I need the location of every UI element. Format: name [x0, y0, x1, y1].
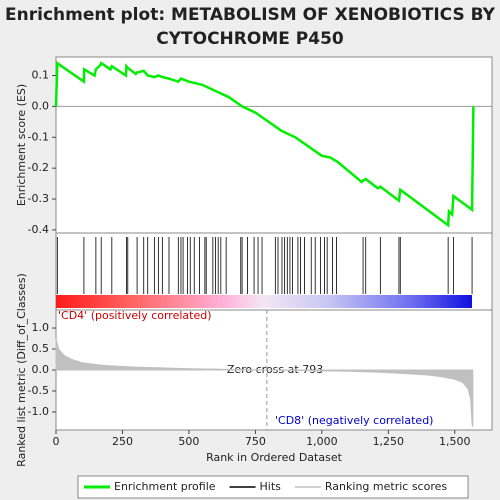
- metric-area: [55, 338, 474, 427]
- annotation: 'CD4' (positively correlated): [58, 309, 212, 322]
- y-axis-label: Ranked list metric (Diff_of_Classes): [15, 273, 28, 467]
- y-tick-label: -0.3: [28, 192, 49, 205]
- legend-label: Ranking metric scores: [325, 480, 447, 493]
- y-tick-label: 0.5: [32, 342, 50, 355]
- y-axis-label: Enrichment score (ES): [15, 84, 28, 206]
- es-line: [54, 60, 475, 228]
- y-tick-label: -0.1: [28, 130, 49, 143]
- y-tick-label: 0.0: [32, 363, 50, 376]
- chart-title: Enrichment plot: METABOLISM OF XENOBIOTI…: [5, 5, 496, 25]
- y-tick-label: -1.0: [28, 405, 49, 418]
- y-tick-label: -0.5: [28, 384, 49, 397]
- x-axis-label: Rank in Ordered Dataset: [206, 451, 343, 464]
- x-tick-label: 750: [245, 435, 266, 448]
- legend-label: Enrichment profile: [114, 480, 216, 493]
- y-tick-label: 0.1: [32, 69, 50, 82]
- x-tick-label: 1,000: [306, 435, 338, 448]
- legend: [77, 475, 469, 499]
- y-tick-label: -0.2: [28, 161, 49, 174]
- y-tick-label: 1.0: [32, 321, 50, 334]
- x-tick-label: 1,500: [439, 435, 471, 448]
- chart-title: CYTOCHROME P450: [156, 29, 344, 49]
- annotation: 'CD8' (negatively correlated): [275, 414, 433, 427]
- legend-label: Hits: [260, 480, 282, 493]
- y-tick-label: -0.4: [28, 223, 49, 236]
- x-tick-label: 0: [53, 435, 60, 448]
- x-tick-label: 1,250: [373, 435, 405, 448]
- x-tick-label: 250: [112, 435, 133, 448]
- heatmap-band: [56, 295, 472, 308]
- y-tick-label: 0.0: [32, 99, 50, 112]
- x-tick-label: 500: [178, 435, 199, 448]
- es-panel: [55, 56, 493, 234]
